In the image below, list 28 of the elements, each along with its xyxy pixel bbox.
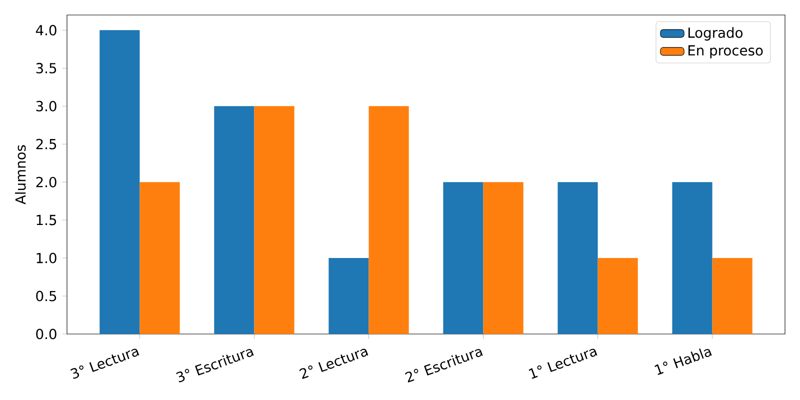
bar [328, 258, 369, 334]
bar [712, 258, 752, 334]
y-tick-label: 0.0 [36, 328, 56, 340]
bar [672, 182, 712, 334]
x-tick-label: 2° Lectura [299, 348, 368, 380]
bar [483, 182, 524, 334]
legend-label: Logrado [688, 27, 742, 41]
y-tick-label: 1.5 [36, 214, 56, 226]
legend-label: En proceso [688, 45, 763, 58]
y-tick-label: 1.0 [36, 252, 56, 264]
bar [558, 182, 598, 334]
bar [254, 106, 294, 334]
x-tick-label: 1° Lectura [528, 348, 598, 379]
y-tick-label: 0.5 [36, 290, 56, 302]
bar [100, 30, 140, 334]
x-tick-label: 1° Habla [654, 348, 712, 375]
bar [140, 182, 180, 334]
y-tick-label: 3.5 [36, 62, 56, 74]
bar [598, 258, 638, 334]
bar [443, 182, 484, 334]
bar [368, 106, 409, 334]
y-axis-title: Alumnos [15, 145, 26, 204]
bar [214, 106, 254, 334]
y-tick-label: 3.0 [36, 100, 56, 112]
y-tick-label: 2.0 [36, 176, 56, 188]
y-tick-label: 4.0 [36, 24, 56, 36]
y-tick-label: 2.5 [36, 138, 56, 150]
x-tick-label: 3° Lectura [70, 348, 140, 379]
